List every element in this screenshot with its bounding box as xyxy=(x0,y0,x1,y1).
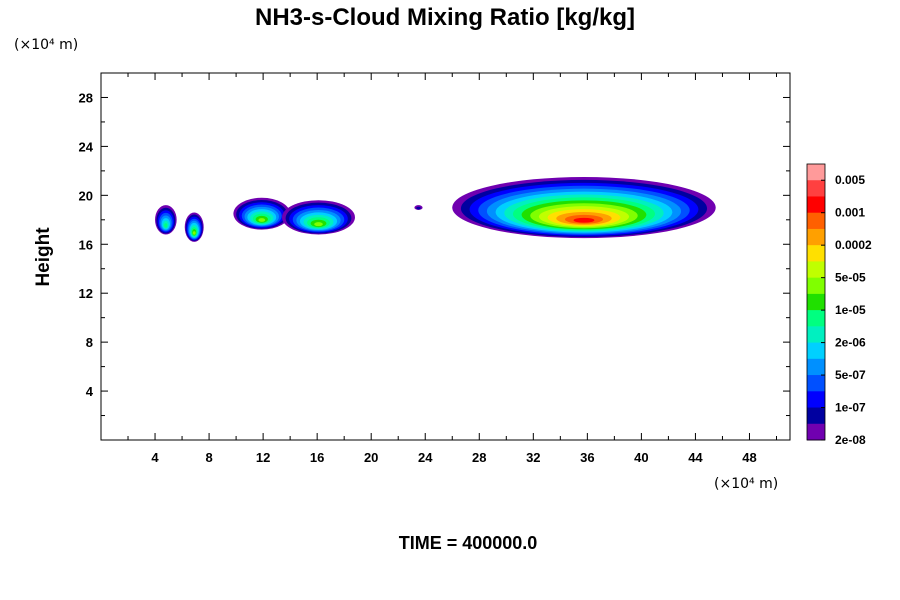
colorbar-swatch xyxy=(807,310,825,327)
x-tick-label: 24 xyxy=(418,450,433,465)
colorbar-swatch xyxy=(807,212,825,230)
colorbar-swatch xyxy=(807,375,825,392)
y-tick-label: 16 xyxy=(79,237,93,252)
colorbar-frame xyxy=(806,163,826,441)
time-label: TIME = 400000.0 xyxy=(399,533,538,553)
y-axis: 4 8 12 16 20 24 28 xyxy=(79,90,790,417)
x-tick-label: 44 xyxy=(688,450,703,465)
x-tick-label: 40 xyxy=(634,450,648,465)
colorbar-swatch xyxy=(807,293,825,311)
colorbar-swatch xyxy=(807,342,825,360)
colorbar-label: 0.005 xyxy=(835,173,865,187)
cloud-contour xyxy=(164,223,168,228)
y-tick-label: 28 xyxy=(79,90,93,105)
colorbar-swatch xyxy=(807,407,825,425)
cloud-contour xyxy=(314,222,323,227)
x-tick-label: 8 xyxy=(205,450,212,465)
cloud-contour xyxy=(192,231,196,235)
y-tick-label: 8 xyxy=(86,335,93,350)
colorbar-label: 2e-08 xyxy=(835,433,866,447)
colorbar-swatch xyxy=(807,196,825,214)
colorbar-swatch xyxy=(807,277,825,295)
y-unit-label: (×10⁴ m) xyxy=(14,37,78,53)
colorbar-swatch xyxy=(807,180,825,197)
colorbar-swatch xyxy=(807,326,825,344)
x-tick-label: 36 xyxy=(580,450,594,465)
plot-frame xyxy=(100,72,791,441)
x-unit-label: (×10⁴ m) xyxy=(714,476,778,492)
x-tick-label: 12 xyxy=(256,450,270,465)
cloud-contour xyxy=(258,218,266,222)
y-tick-label: 4 xyxy=(86,384,94,399)
colorbar-swatch xyxy=(807,391,825,409)
cloud-field xyxy=(155,176,716,242)
x-tick-label: 28 xyxy=(472,450,486,465)
colorbar-label: 1e-07 xyxy=(835,401,866,415)
colorbar-label: 2e-06 xyxy=(835,336,866,350)
y-axis-label: Height xyxy=(33,227,54,287)
colorbar: 0.005 0.001 0.0002 5e-05 1e-05 2e-06 5e-07 1e-0… xyxy=(806,163,872,447)
chart-title: NH3-s-Cloud Mixing Ratio [kg/kg] xyxy=(255,4,635,31)
y-tick-label: 12 xyxy=(79,286,93,301)
colorbar-swatch xyxy=(807,164,825,181)
colorbar-swatch xyxy=(807,358,825,376)
colorbar-swatch xyxy=(807,245,825,262)
x-tick-label: 20 xyxy=(364,450,378,465)
colorbar-label: 5e-05 xyxy=(835,271,866,285)
x-tick-label: 48 xyxy=(742,450,756,465)
colorbar-label: 1e-05 xyxy=(835,303,866,317)
x-tick-label: 16 xyxy=(310,450,324,465)
colorbar-swatch xyxy=(807,261,825,279)
x-tick-label: 32 xyxy=(526,450,540,465)
colorbar-label: 0.001 xyxy=(835,206,865,220)
colorbar-label: 0.0002 xyxy=(835,238,872,252)
colorbar-swatch xyxy=(807,423,825,441)
x-tick-label: 4 xyxy=(151,450,159,465)
y-tick-label: 24 xyxy=(79,139,94,154)
colorbar-swatch xyxy=(807,228,825,246)
colorbar-label: 5e-07 xyxy=(835,368,866,382)
x-axis: 4 8 12 16 20 24 28 32 36 40 44 48 xyxy=(127,73,777,465)
y-tick-label: 20 xyxy=(79,188,93,203)
cloud-contour xyxy=(416,206,421,210)
cloud-contour xyxy=(573,217,595,223)
